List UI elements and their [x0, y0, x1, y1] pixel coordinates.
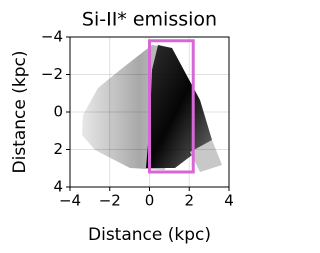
page: Si-II* emission Distance (kpc) Distance … — [10, 8, 234, 246]
highlight-box — [148, 39, 195, 174]
x-tick-label: 2 — [184, 192, 194, 210]
emission-map-bright — [146, 45, 212, 168]
y-tick-label: 2 — [53, 140, 63, 158]
emission-map-edge — [190, 140, 222, 172]
image-layer — [82, 45, 222, 172]
y-tick-label: −2 — [41, 65, 63, 83]
chart: Si-II* emission Distance (kpc) Distance … — [10, 9, 234, 246]
y-axis-label: Distance (kpc) — [10, 51, 30, 174]
x-axis-label: Distance (kpc) — [88, 225, 211, 245]
x-tick-label: −2 — [99, 192, 121, 210]
x-tick-label: 0 — [145, 192, 155, 210]
y-tick-label: −4 — [41, 28, 63, 46]
y-tick-label: 0 — [53, 103, 63, 121]
chart-title: Si-II* emission — [82, 9, 217, 31]
y-tick-label: 4 — [53, 178, 63, 196]
x-tick-label: 4 — [224, 192, 234, 210]
x-tick-label: −4 — [59, 192, 81, 210]
